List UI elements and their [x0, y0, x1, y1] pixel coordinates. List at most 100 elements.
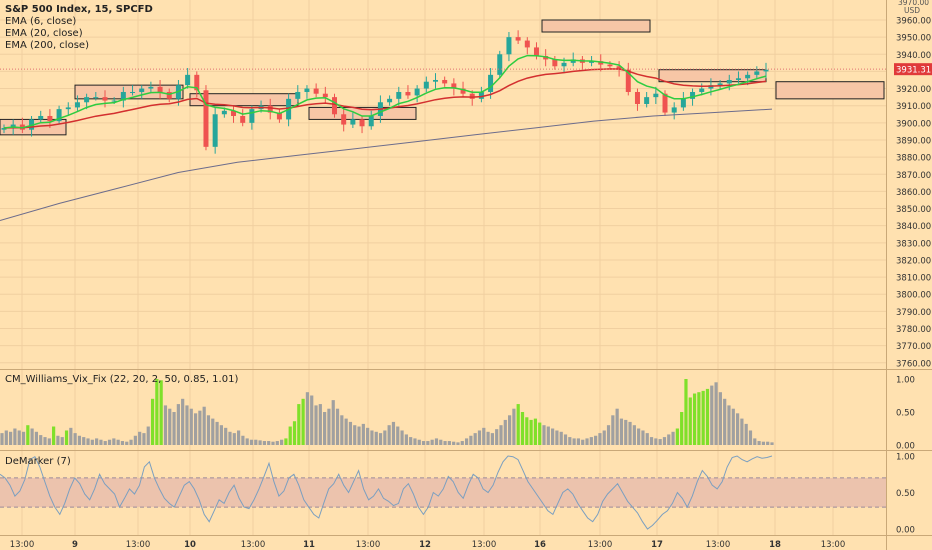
candle-body	[295, 91, 301, 99]
price-tick-label: 3880.00	[896, 154, 931, 164]
vix-bar	[735, 413, 740, 445]
vix-bar	[692, 393, 697, 445]
candle-body	[166, 91, 172, 99]
time-tick-label: 13:00	[356, 540, 381, 550]
vix-bar	[21, 431, 26, 445]
candle-body	[414, 88, 420, 96]
vix-bar	[654, 438, 658, 445]
vix-bar	[757, 441, 761, 445]
time-tick-label: 11	[303, 540, 315, 550]
time-tick-label: 16	[534, 540, 546, 550]
candle-body	[432, 79, 438, 82]
legend-ema20[interactable]: EMA (20, close)	[5, 28, 83, 39]
vix-bar	[90, 439, 94, 445]
demarker-title[interactable]: DeMarker (7)	[5, 456, 71, 467]
vix-bar	[297, 404, 301, 445]
vix-bar	[387, 425, 391, 445]
vix-bar	[469, 435, 473, 445]
vix-bar	[73, 433, 77, 445]
vix-bar	[649, 437, 654, 445]
vix-bar	[744, 423, 748, 445]
vix-bar	[211, 418, 215, 445]
candle-body	[203, 90, 209, 147]
time-tick-label: 12	[419, 540, 431, 550]
vix-bar	[318, 404, 322, 445]
demarker-band	[0, 477, 886, 508]
vix-bar	[731, 408, 735, 445]
vix-bar	[624, 419, 628, 445]
vix-bar	[585, 438, 589, 445]
vix-bar	[701, 390, 705, 445]
time-tick-label: 13:00	[241, 540, 266, 550]
vix-bar	[452, 441, 456, 445]
vix-bar	[219, 425, 223, 445]
vix-bar	[615, 408, 619, 445]
last-price-badge	[894, 63, 932, 76]
vix-bar	[374, 431, 378, 445]
vix-bar	[133, 435, 137, 445]
legend-ema200[interactable]: EMA (200, close)	[5, 40, 89, 51]
price-tick-label: 3890.00	[896, 136, 931, 146]
vix-bar	[60, 437, 64, 445]
vix-bar	[228, 431, 232, 445]
price-tick-label: 3760.00	[896, 359, 931, 369]
vix-bar	[344, 418, 348, 445]
vix-bar	[723, 398, 727, 445]
vix-bar	[95, 438, 99, 445]
demarker-tick-label: 0.50	[896, 489, 915, 499]
symbol-title[interactable]: S&P 500 Index, 15, SPCFD	[5, 4, 153, 15]
vix-bar	[47, 438, 51, 445]
vix-bar	[301, 398, 305, 445]
candle-body	[442, 79, 448, 84]
vix-bar	[185, 405, 189, 445]
vix-bar	[176, 404, 180, 445]
vix-bar	[439, 439, 443, 445]
candle-body	[74, 102, 80, 108]
candle-body	[194, 74, 200, 91]
price-tick-label: 3780.00	[896, 325, 931, 335]
vix-bar	[56, 435, 60, 445]
candle-body	[754, 71, 760, 75]
candle-body	[120, 91, 126, 101]
candle-body	[763, 69, 769, 72]
vix-bar	[275, 441, 279, 445]
vix-bar	[675, 428, 679, 445]
candle-body	[350, 119, 356, 125]
vix-bar	[460, 441, 464, 445]
candle-body	[231, 110, 237, 116]
vix-bar	[353, 425, 357, 445]
supply-demand-zone	[775, 81, 885, 100]
candle-body	[497, 54, 503, 75]
price-tick-label: 3790.00	[896, 308, 931, 318]
vix-bar	[305, 392, 310, 445]
vix-bar	[486, 431, 490, 445]
time-tick-label: 13:00	[821, 540, 846, 550]
time-tick-label: 17	[651, 540, 663, 550]
vix-bar	[710, 385, 714, 445]
vix-bar	[628, 421, 632, 445]
time-tick-label: 18	[769, 540, 781, 550]
vix-title[interactable]: CM_Williams_Vix_Fix (22, 20, 2, 50, 0.85…	[5, 374, 239, 385]
price-tick-label: 3830.00	[896, 239, 931, 249]
vix-bar	[378, 433, 383, 445]
time-tick-label: 13:00	[126, 540, 151, 550]
legend-ema6[interactable]: EMA (6, close)	[5, 16, 77, 27]
vix-bar	[39, 435, 43, 445]
vix-bar	[520, 412, 525, 445]
vix-bar	[120, 441, 125, 445]
vix-bar	[142, 433, 146, 445]
candle-body	[38, 115, 44, 120]
ema200-line	[0, 108, 773, 221]
vix-bar	[112, 438, 116, 445]
vix-bar	[563, 434, 568, 445]
candle-body	[589, 61, 595, 63]
vix-bar	[327, 408, 331, 445]
vix-bar	[86, 438, 90, 445]
candle-body	[313, 88, 319, 94]
vix-bar	[82, 437, 86, 445]
candle-body	[56, 109, 62, 122]
vix-bar	[456, 442, 460, 445]
vix-bar	[361, 423, 365, 445]
candle-body	[488, 74, 494, 92]
